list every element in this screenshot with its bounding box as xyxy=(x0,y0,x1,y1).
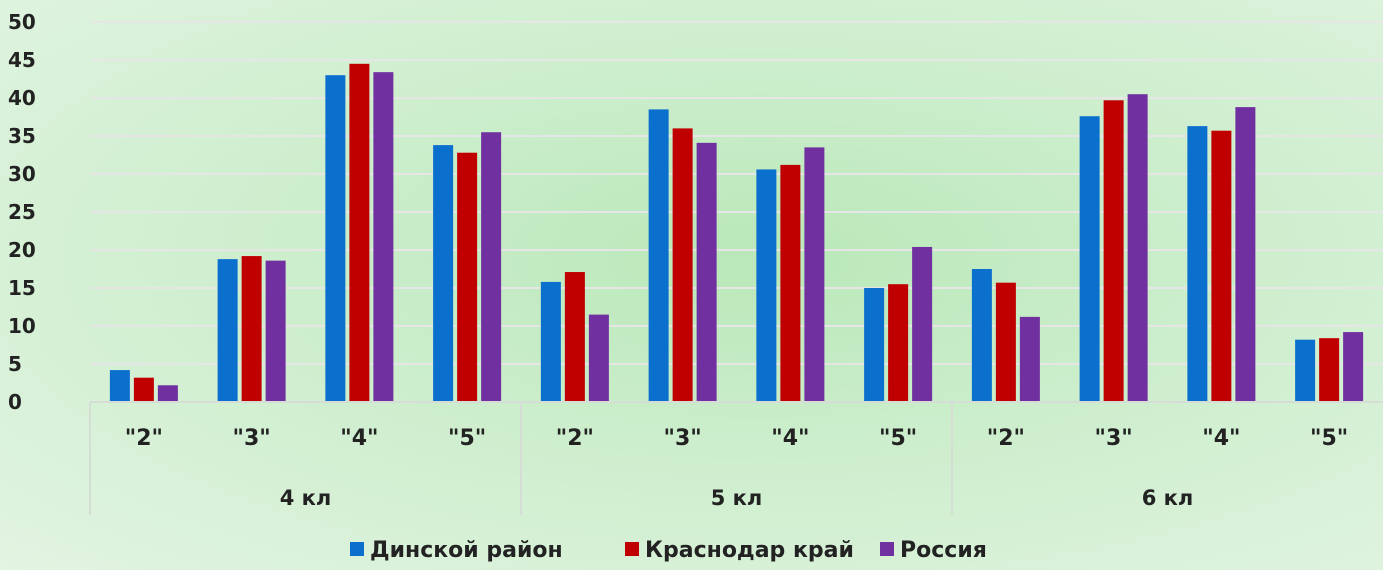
x-tick-label: "3" xyxy=(664,426,702,451)
bar xyxy=(349,63,370,403)
bar xyxy=(325,75,346,402)
x-tick-label: "3" xyxy=(233,426,271,451)
x-tick-label: "2" xyxy=(987,426,1025,451)
bar xyxy=(648,109,669,403)
y-tick-label: 50 xyxy=(8,10,36,34)
bar xyxy=(1211,130,1232,402)
bar xyxy=(241,256,262,402)
bar xyxy=(1235,107,1256,403)
x-tick-label: "2" xyxy=(125,426,163,451)
x-tick-label: "3" xyxy=(1095,426,1133,451)
bar xyxy=(912,246,933,402)
bar xyxy=(971,269,992,402)
bar xyxy=(564,272,585,402)
bar xyxy=(588,314,609,402)
legend-swatch xyxy=(350,542,364,556)
legend-swatch xyxy=(625,542,639,556)
group-label: 6 кл xyxy=(1142,486,1194,510)
x-tick-label: "4" xyxy=(771,426,809,451)
group-label: 5 кл xyxy=(711,486,763,510)
bar xyxy=(672,128,693,402)
bar xyxy=(157,385,178,402)
y-tick-label: 5 xyxy=(8,352,22,376)
legend-label: Россия xyxy=(900,538,987,563)
bar xyxy=(1103,100,1124,402)
bar xyxy=(1187,126,1208,403)
bar xyxy=(864,288,885,402)
y-axis: 0 5 10 15 20 25 30 35 40 45 50 xyxy=(8,10,36,414)
bar xyxy=(1019,316,1040,402)
y-tick-label: 20 xyxy=(8,238,36,262)
x-tick-label: "5" xyxy=(448,426,486,451)
bar xyxy=(540,281,561,402)
x-tick-label: "4" xyxy=(1202,426,1240,451)
bar xyxy=(804,147,825,402)
bar xyxy=(696,142,717,402)
bars xyxy=(109,63,1364,403)
bar xyxy=(109,370,130,402)
bar xyxy=(481,132,502,402)
y-tick-label: 40 xyxy=(8,86,36,110)
bar xyxy=(756,169,777,402)
bar xyxy=(1127,94,1148,402)
bar xyxy=(780,164,801,402)
bar xyxy=(457,152,478,402)
x-tick-label: "2" xyxy=(556,426,594,451)
x-tick-label: "5" xyxy=(1310,426,1348,451)
group-label: 4 кл xyxy=(280,486,332,510)
bar xyxy=(1079,116,1100,403)
y-tick-label: 35 xyxy=(8,124,36,148)
y-tick-label: 15 xyxy=(8,276,36,300)
bar xyxy=(265,260,286,402)
legend-label: Динской район xyxy=(370,538,563,563)
bar xyxy=(995,282,1016,402)
legend: Динской район Краснодар край Россия xyxy=(350,538,987,563)
legend-swatch xyxy=(880,542,894,556)
bar xyxy=(888,284,909,402)
bar xyxy=(373,72,394,402)
x-axis: 4 кл 5 кл 6 кл "2" "3" "4" "5" "2" "3" "4" "5" "2" "… xyxy=(89,401,1383,515)
y-tick-label: 45 xyxy=(8,48,36,72)
legend-label: Краснодар край xyxy=(645,538,854,563)
x-tick-label: "4" xyxy=(340,426,378,451)
y-tick-label: 10 xyxy=(8,314,36,338)
bar xyxy=(217,259,238,402)
gridlines xyxy=(90,21,1383,365)
bar xyxy=(433,145,454,402)
y-tick-label: 0 xyxy=(8,390,22,414)
bar xyxy=(133,377,154,402)
y-tick-label: 25 xyxy=(8,200,36,224)
y-tick-label: 30 xyxy=(8,162,36,186)
x-tick-label: "5" xyxy=(879,426,917,451)
bar xyxy=(1295,339,1316,402)
bar xyxy=(1319,338,1340,402)
bar xyxy=(1343,332,1364,402)
